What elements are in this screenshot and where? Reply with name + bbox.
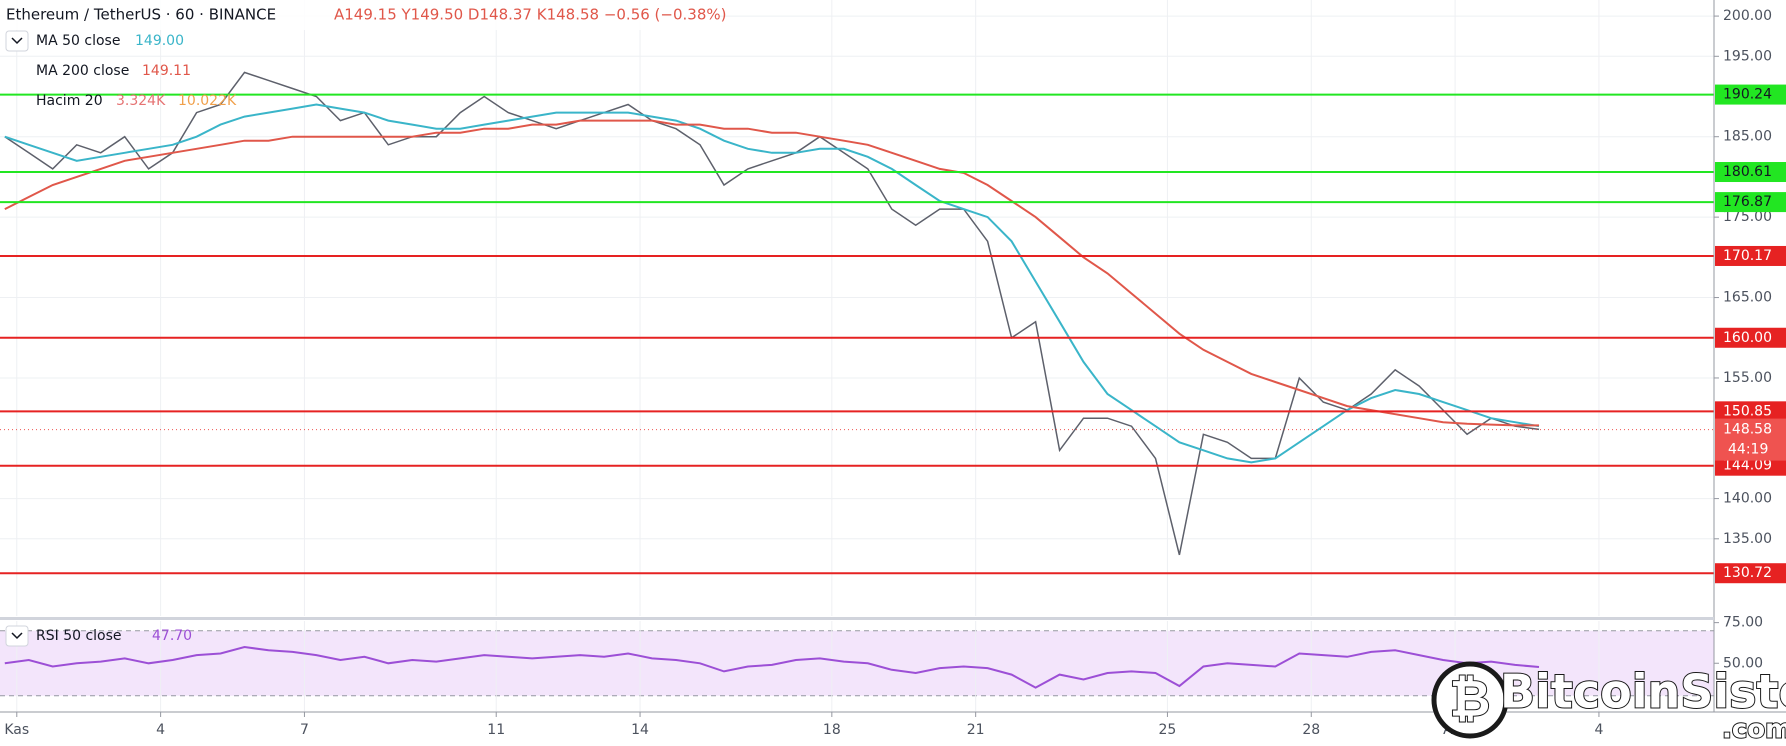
y-tick-label: 200.00: [1723, 8, 1772, 24]
level-label-bg: [1715, 401, 1786, 422]
x-tick-label: 4: [156, 722, 165, 738]
y-tick-label: 75.00: [1723, 615, 1763, 631]
level-label-bg: [1715, 245, 1786, 266]
y-tick-label: 185.00: [1723, 129, 1772, 145]
y-tick-label: 175.00: [1723, 209, 1772, 225]
level-label-bg: [1715, 455, 1786, 476]
ohlc-values: A149.15 Y149.50 D148.37 K148.58 −0.56 (−…: [334, 6, 726, 24]
legend-value: 10.022K: [178, 93, 237, 109]
y-tick-label: 165.00: [1723, 290, 1772, 306]
legend-name: RSI 50 close: [36, 628, 122, 644]
level-label: 170.17: [1723, 248, 1772, 264]
x-tick-label: 28: [1302, 722, 1320, 738]
plot: [0, 71, 1714, 689]
level-label: 176.87: [1723, 194, 1772, 210]
legend-value: 149.00: [135, 33, 184, 49]
level-label: 150.85: [1723, 403, 1772, 419]
x-tick-label: 4: [1594, 722, 1603, 738]
y-tick-label: 135.00: [1723, 531, 1772, 547]
x-tick-label: Kas: [4, 722, 29, 738]
level-label-bg: [1715, 162, 1786, 183]
x-tick-label: 25: [1159, 722, 1177, 738]
legend-value: 3.324K: [116, 93, 166, 109]
watermark-text: BitcoinSistemi: [1500, 665, 1786, 719]
level-label-bg: [1715, 192, 1786, 213]
level-label: 130.72: [1723, 565, 1772, 581]
symbol-title: Ethereum / TetherUS · 60 · BINANCE: [6, 6, 276, 24]
y-tick-label: 50.00: [1723, 655, 1763, 671]
legend-toggle[interactable]: [5, 30, 29, 52]
legend-value: 149.11: [142, 63, 191, 79]
level-label-bg: [1715, 563, 1786, 584]
y-tick-label: 155.00: [1723, 370, 1772, 386]
rsi-line: [4, 645, 1540, 689]
legend-toggle[interactable]: [5, 625, 29, 647]
y-tick-label: 195.00: [1723, 48, 1772, 64]
legend-value: 47.70: [152, 628, 192, 644]
watermark: ₿ BitcoinSistemi .com: [1431, 661, 1786, 746]
x-tick-label: 14: [631, 722, 649, 738]
legend-name: Hacim 20: [36, 93, 103, 109]
legend-name: MA 50 close: [36, 33, 120, 49]
price-line: [4, 71, 1540, 556]
ma-line: [4, 119, 1539, 427]
watermark-text: .com: [1722, 715, 1786, 745]
watermark-logo-symbol: ₿: [1450, 670, 1491, 728]
level-label-bg: [1715, 327, 1786, 348]
x-tick-label: 21: [967, 722, 985, 738]
x-tick-label: 18: [823, 722, 841, 738]
legend-name: MA 200 close: [36, 63, 129, 79]
last-price-label: 148.58: [1723, 422, 1772, 438]
axes: Kas47111418212528Ara4200.00195.00185.001…: [4, 8, 1786, 738]
x-tick-label: 7: [300, 722, 309, 738]
level-label-bg: [1715, 84, 1786, 105]
level-label: 180.61: [1723, 164, 1772, 180]
header-bg: [0, 0, 720, 30]
legend-toggle-icon: [11, 632, 23, 640]
level-label: 144.09: [1723, 458, 1772, 474]
x-tick-label: 11: [487, 722, 505, 738]
ma-line: [4, 103, 1540, 464]
watermark-logo: [1431, 661, 1509, 739]
y-tick-label: 140.00: [1723, 491, 1772, 507]
level-label: 190.24: [1723, 87, 1772, 103]
countdown-label: 44:19: [1728, 442, 1768, 458]
legend-toggle-icon: [11, 37, 23, 45]
level-label: 160.00: [1723, 330, 1772, 346]
last-price-bg: [1715, 418, 1786, 461]
